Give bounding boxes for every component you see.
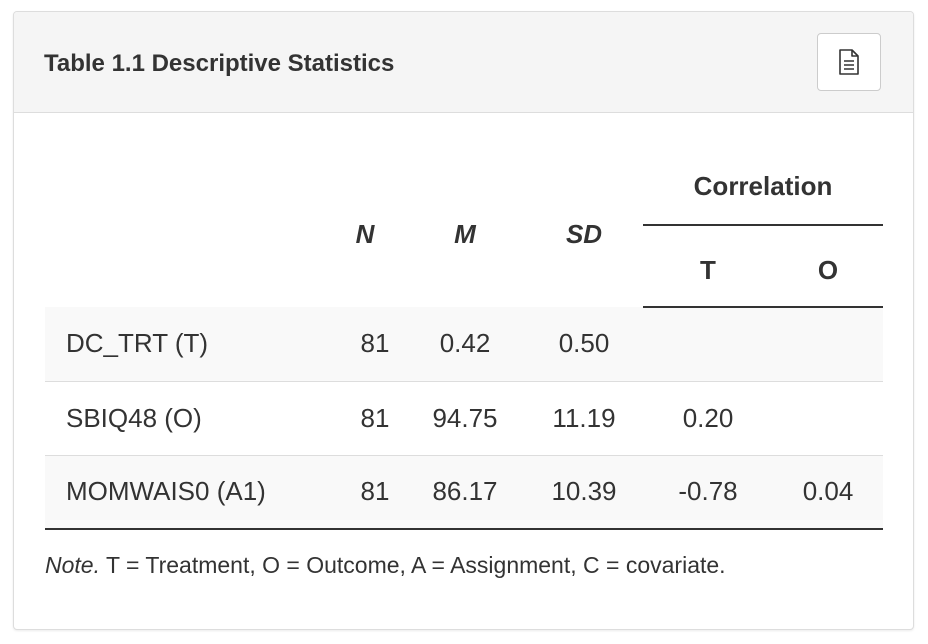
cell-n: 81 xyxy=(325,381,405,456)
column-header-n: N xyxy=(355,219,375,249)
variable-name: SBIQ48 (O) xyxy=(45,381,325,456)
variable-name: DC_TRT (T) xyxy=(45,307,325,382)
cell-corr-t xyxy=(643,307,773,382)
table-row: SBIQ48 (O) 81 94.75 11.19 0.20 xyxy=(45,381,883,456)
cell-sd: 0.50 xyxy=(525,307,643,382)
panel-heading: Table 1.1 Descriptive Statistics xyxy=(14,12,913,113)
cell-sd: 11.19 xyxy=(525,381,643,456)
cell-m: 0.42 xyxy=(405,307,525,382)
column-header-o: O xyxy=(773,234,883,308)
column-header-t: T xyxy=(643,234,773,308)
column-group-correlation: Correlation xyxy=(643,162,883,234)
column-header-m: M xyxy=(454,219,476,249)
cell-n: 81 xyxy=(325,307,405,382)
cell-m: 86.17 xyxy=(405,455,525,530)
descriptive-statistics-panel: Table 1.1 Descriptive Statistics N xyxy=(13,11,914,630)
cell-sd: 10.39 xyxy=(525,455,643,530)
statistics-table: N M SD Correlation T O DC_TRT (T) 81 0.4… xyxy=(45,162,883,530)
table-row: MOMWAIS0 (A1) 81 86.17 10.39 -0.78 0.04 xyxy=(45,455,883,530)
document-icon xyxy=(839,49,859,75)
export-button[interactable] xyxy=(817,33,881,91)
cell-n: 81 xyxy=(325,455,405,530)
note-lead: Note. xyxy=(45,552,100,578)
cell-corr-t: 0.20 xyxy=(643,381,773,456)
cell-corr-o xyxy=(773,307,883,382)
table-note: Note. T = Treatment, O = Outcome, A = As… xyxy=(45,552,726,579)
header-blank xyxy=(45,162,325,307)
column-header-sd: SD xyxy=(565,219,603,249)
cell-m: 94.75 xyxy=(405,381,525,456)
table-row: DC_TRT (T) 81 0.42 0.50 xyxy=(45,307,883,382)
cell-corr-o xyxy=(773,381,883,456)
note-text: T = Treatment, O = Outcome, A = Assignme… xyxy=(99,552,726,578)
cell-corr-o: 0.04 xyxy=(773,455,883,530)
variable-name: MOMWAIS0 (A1) xyxy=(45,455,325,530)
cell-corr-t: -0.78 xyxy=(643,455,773,530)
correlation-label: Correlation xyxy=(643,171,883,226)
panel-title: Table 1.1 Descriptive Statistics xyxy=(44,50,395,77)
